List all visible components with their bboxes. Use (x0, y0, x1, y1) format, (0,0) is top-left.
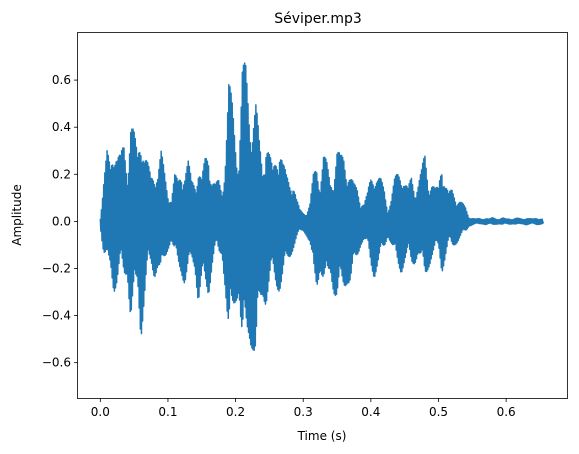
y-tick-label: −0.2 (42, 261, 71, 275)
y-tick-label: 0.2 (52, 167, 71, 181)
x-tick-label: 0.2 (226, 405, 245, 419)
x-tick-label: 0.1 (158, 405, 177, 419)
x-tick-label: 0.3 (294, 405, 313, 419)
x-axis-ticks: 0.0 0.1 0.2 0.3 0.4 0.5 0.6 (91, 398, 516, 419)
axes-frame (77, 32, 568, 399)
y-axis-ticks: −0.6 −0.4 −0.2 0.0 0.2 0.4 0.6 (42, 73, 78, 370)
y-tick-label: −0.4 (42, 309, 71, 323)
x-tick-label: 0.6 (497, 405, 516, 419)
x-tick-label: 0.0 (91, 405, 110, 419)
waveform-line (99, 62, 545, 351)
x-tick-label: 0.4 (361, 405, 380, 419)
y-tick-label: −0.6 (42, 356, 71, 370)
x-axis-label: Time (s) (297, 429, 347, 443)
y-tick-label: 0.0 (52, 214, 71, 228)
chart-title: Séviper.mp3 (274, 11, 362, 27)
plot-area (77, 32, 568, 399)
y-axis-label: Amplitude (10, 184, 24, 246)
y-tick-label: 0.4 (52, 120, 71, 134)
x-tick-label: 0.5 (429, 405, 448, 419)
y-tick-label: 0.6 (52, 73, 71, 87)
